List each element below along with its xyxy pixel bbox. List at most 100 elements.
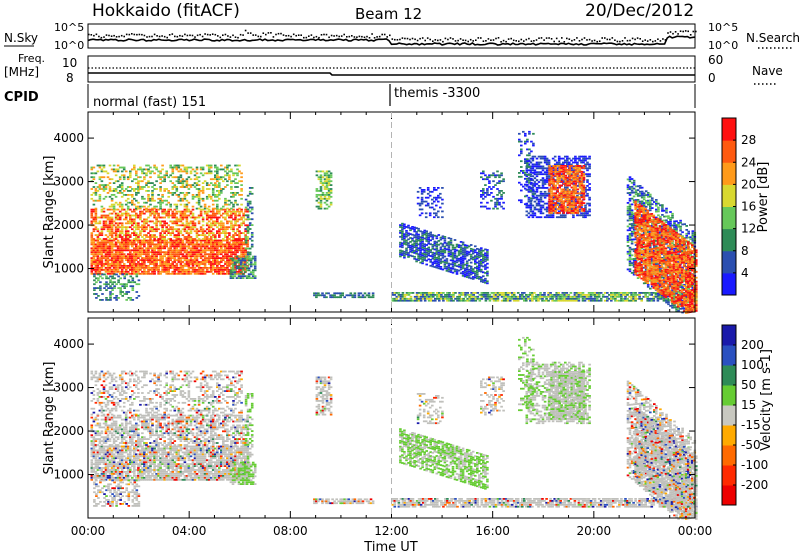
scatter-cell (141, 188, 144, 190)
scatter-cell (177, 269, 181, 271)
scatter-cell (537, 163, 541, 166)
scatter-cell (443, 239, 447, 242)
scatter-cell (92, 228, 96, 231)
scatter-cell (171, 261, 175, 263)
scatter-cell (185, 270, 189, 273)
scatter-cell (98, 220, 102, 223)
scatter-cell (129, 241, 132, 244)
scatter-cell (614, 297, 617, 300)
scatter-cell (480, 247, 483, 250)
scatter-cell (193, 216, 197, 219)
scatter-cell (159, 178, 162, 181)
scatter-cell (242, 261, 245, 263)
scatter-cell (207, 226, 211, 229)
nsearch-point (323, 33, 325, 36)
scatter-cell (443, 236, 447, 238)
scatter-cell (169, 220, 172, 223)
freq-tick-top: 10 (62, 56, 77, 70)
scatter-cell (147, 239, 150, 242)
scatter-cell (246, 204, 250, 207)
scatter-cell (169, 251, 172, 254)
scatter-cell (203, 210, 207, 213)
scatter-cell (488, 180, 491, 183)
scatter-cell (153, 267, 156, 269)
nsearch-point (518, 40, 520, 43)
scatter-cell (181, 270, 185, 273)
scatter-cell (205, 214, 209, 217)
scatter-cell (319, 186, 323, 188)
scatter-cell (488, 182, 491, 184)
scatter-cell (96, 170, 100, 173)
scatter-cell (226, 265, 229, 267)
scatter-cell (193, 222, 197, 225)
scatter-cell (175, 186, 179, 188)
scatter-cell (179, 247, 183, 250)
scatter-cell (129, 170, 132, 173)
scatter-cell (527, 295, 530, 298)
nsearch-point (659, 40, 662, 42)
scatter-cell (183, 224, 187, 227)
nsearch-point (333, 35, 335, 37)
scatter-cell (106, 224, 110, 227)
scatter-cell (151, 257, 154, 259)
scatter-cell (228, 199, 231, 202)
scatter-cell (435, 198, 438, 201)
scatter-cell (169, 245, 172, 248)
scatter-cell (226, 255, 229, 258)
scatter-cell (141, 270, 144, 273)
scatter-cell (106, 241, 110, 244)
scatter-cell (494, 176, 497, 179)
scatter-cell (157, 214, 160, 217)
scatter-cell (90, 168, 94, 171)
scatter-cell (151, 190, 154, 192)
scatter-cell (449, 237, 453, 240)
scatter-cell (498, 176, 501, 179)
scatter-cell (110, 228, 114, 231)
scatter-cell (506, 294, 510, 296)
scatter-cell (177, 249, 181, 252)
scatter-cell (135, 243, 138, 246)
scatter-cell (234, 199, 237, 202)
scatter-cell (187, 263, 191, 265)
scatter-cell (169, 174, 172, 177)
scatter-cell (112, 207, 116, 210)
scatter-cell (118, 178, 122, 181)
scatter-cell (116, 164, 120, 167)
scatter-cell (239, 271, 243, 274)
scatter-cell (193, 230, 197, 233)
nsearch-point (641, 40, 644, 42)
scatter-cell (171, 220, 175, 223)
scatter-cell (129, 275, 133, 278)
nsearch-point (469, 38, 472, 41)
scatter-cell (541, 200, 545, 203)
scatter-cell (246, 243, 249, 246)
nsearch-point (348, 35, 351, 38)
scatter-cell (209, 222, 213, 225)
scatter-cell (122, 270, 126, 273)
scatter-cell (193, 249, 197, 252)
scatter-cell (94, 261, 98, 263)
scatter-cell (131, 222, 134, 225)
scatter-cell (114, 238, 118, 240)
scatter-cell (539, 210, 543, 213)
scatter-cell (250, 235, 254, 238)
scatter-cell (183, 197, 187, 200)
scatter-cell (220, 245, 223, 248)
scatter-cell (118, 265, 122, 267)
scatter-cell (111, 289, 114, 291)
scatter-cell (238, 270, 241, 273)
scatter-cell (102, 228, 106, 231)
scatter-cell (440, 294, 443, 296)
scatter-cell (211, 245, 215, 248)
scatter-cell (104, 222, 108, 225)
scatter-cell (203, 259, 207, 261)
scatter-cell (149, 220, 152, 223)
scatter-cell (96, 234, 100, 236)
scatter-cell (183, 226, 187, 229)
scatter-cell (153, 238, 156, 240)
scatter-cell (238, 249, 241, 252)
scatter-cell (133, 255, 136, 258)
scatter-cell (177, 230, 181, 233)
scatter-cell (189, 216, 193, 219)
scatter-cell (111, 275, 114, 278)
